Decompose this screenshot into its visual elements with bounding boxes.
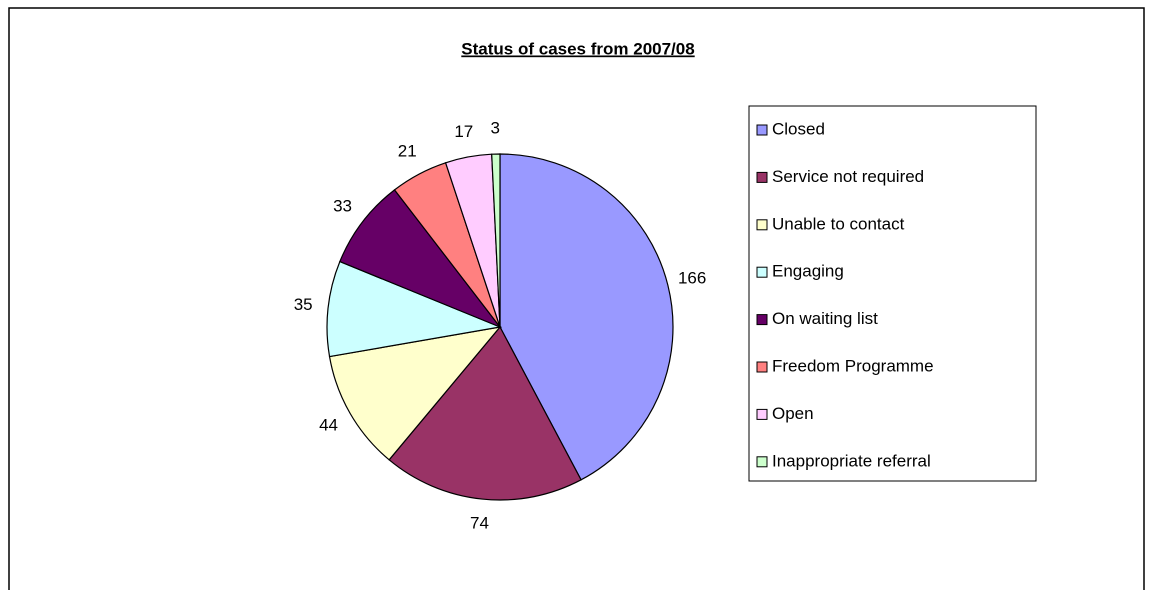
legend-label: Inappropriate referral [772,451,931,470]
legend-label: Service not required [772,167,924,186]
legend-label: Unable to contact [772,214,905,233]
pie-slice [326,260,503,358]
pie-slice [328,326,502,461]
pie-slice [499,153,674,481]
data-label: 44 [319,415,338,434]
legend-label: Freedom Programme [772,356,934,375]
legend-box [748,105,1037,482]
data-label: 74 [470,513,489,532]
data-label: 3 [491,119,500,138]
pie-slice [388,325,582,501]
chart-frame [8,7,1145,590]
pie-slice [339,189,502,329]
legend-label: Engaging [772,262,844,281]
legend-label: Open [772,404,814,423]
data-label: 33 [333,196,352,215]
legend-swatch [756,171,768,183]
legend-swatch [756,124,768,136]
legend-swatch [756,266,768,278]
data-label: 35 [294,295,313,314]
data-label: 17 [454,122,473,141]
legend-swatch [756,456,768,468]
legend-swatch [756,219,768,231]
data-label: 166 [678,269,706,288]
legend-label: Closed [772,119,825,138]
legend-swatch [756,408,768,420]
pie-slice [491,153,501,328]
legend-label: On waiting list [772,309,878,328]
data-label: 21 [398,142,417,161]
chart-title: Status of cases from 2007/08 [461,39,694,58]
legend-swatch [756,314,768,326]
legend-swatch [756,361,768,373]
